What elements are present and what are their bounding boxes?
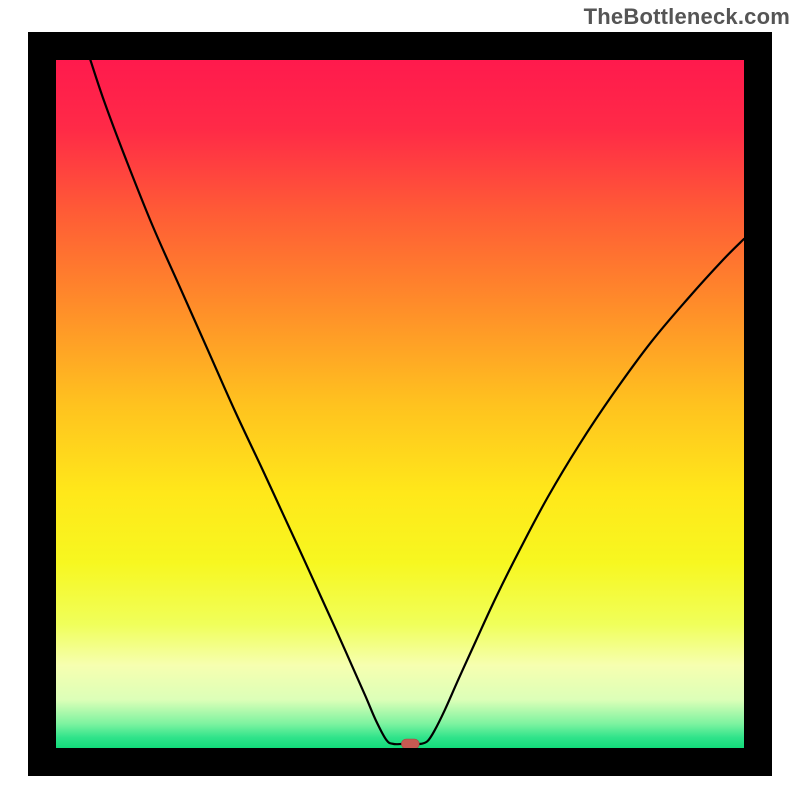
bottleneck-chart: [28, 32, 772, 776]
watermark-text: TheBottleneck.com: [584, 4, 790, 30]
chart-stage: TheBottleneck.com: [0, 0, 800, 800]
chart-svg: [28, 32, 772, 776]
